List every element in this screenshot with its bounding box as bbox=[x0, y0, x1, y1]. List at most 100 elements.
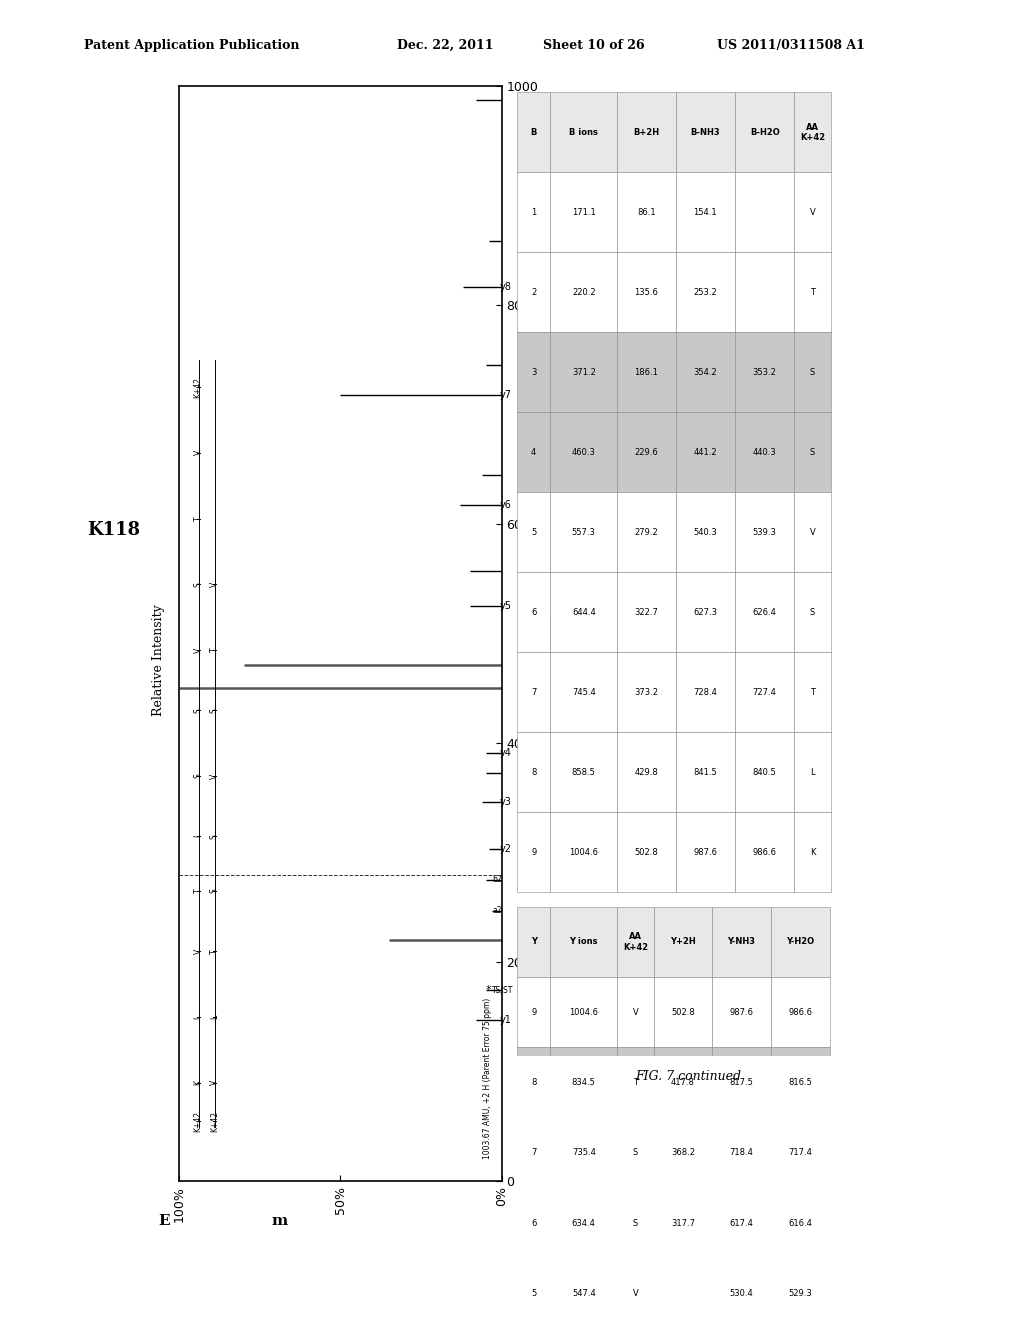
Bar bbox=[550, 573, 617, 652]
Text: b2: b2 bbox=[493, 875, 502, 884]
Text: 817.5: 817.5 bbox=[729, 1078, 754, 1086]
Bar bbox=[676, 652, 735, 733]
Text: 154.1: 154.1 bbox=[693, 207, 717, 216]
Text: 834.5: 834.5 bbox=[571, 1078, 596, 1086]
Text: V: V bbox=[633, 1007, 638, 1016]
Text: 7: 7 bbox=[531, 1148, 537, 1158]
Text: S: S bbox=[210, 888, 219, 894]
Text: m: m bbox=[271, 1214, 288, 1228]
Bar bbox=[770, 907, 829, 977]
Text: K+42: K+42 bbox=[210, 1110, 219, 1131]
Bar bbox=[517, 173, 550, 252]
Text: TS/ST: TS/ST bbox=[493, 985, 513, 994]
Bar bbox=[653, 1258, 712, 1320]
Text: S: S bbox=[210, 834, 219, 838]
Bar bbox=[550, 412, 617, 492]
Bar bbox=[550, 1258, 617, 1320]
Bar bbox=[617, 733, 676, 812]
Y-axis label: m/z: m/z bbox=[540, 622, 552, 645]
Text: 530.4: 530.4 bbox=[729, 1290, 754, 1298]
Bar bbox=[550, 652, 617, 733]
Bar bbox=[795, 173, 830, 252]
Text: 539.3: 539.3 bbox=[753, 528, 776, 537]
Text: 353.2: 353.2 bbox=[753, 368, 776, 376]
Bar bbox=[712, 907, 770, 977]
Text: 634.4: 634.4 bbox=[571, 1218, 596, 1228]
Text: B-NH3: B-NH3 bbox=[690, 128, 720, 137]
Text: B: B bbox=[530, 128, 537, 137]
Bar bbox=[617, 412, 676, 492]
Text: Dec. 22, 2011: Dec. 22, 2011 bbox=[397, 38, 494, 51]
Bar bbox=[550, 812, 617, 892]
Text: 229.6: 229.6 bbox=[635, 447, 658, 457]
Text: y2: y2 bbox=[500, 845, 511, 854]
Bar bbox=[653, 1188, 712, 1258]
Bar bbox=[735, 492, 795, 573]
Text: V: V bbox=[810, 528, 815, 537]
Bar bbox=[795, 573, 830, 652]
Bar bbox=[795, 733, 830, 812]
Text: 529.3: 529.3 bbox=[788, 1290, 812, 1298]
Bar bbox=[676, 733, 735, 812]
Text: S: S bbox=[810, 368, 815, 376]
Text: 86.1: 86.1 bbox=[637, 207, 655, 216]
Bar bbox=[517, 1047, 550, 1118]
Text: 816.5: 816.5 bbox=[788, 1078, 812, 1086]
Bar bbox=[795, 252, 830, 333]
Text: 2: 2 bbox=[531, 288, 537, 297]
Bar bbox=[517, 252, 550, 333]
Text: 987.6: 987.6 bbox=[729, 1007, 754, 1016]
Text: Relative Intensity: Relative Intensity bbox=[153, 605, 165, 715]
Bar bbox=[735, 92, 795, 173]
Text: T: T bbox=[810, 688, 815, 697]
Bar bbox=[770, 1118, 829, 1188]
Bar bbox=[517, 1118, 550, 1188]
Bar bbox=[517, 907, 550, 977]
Text: V: V bbox=[210, 1080, 219, 1085]
Text: y3: y3 bbox=[500, 797, 511, 807]
Bar bbox=[517, 733, 550, 812]
Text: 728.4: 728.4 bbox=[693, 688, 717, 697]
Text: 1004.6: 1004.6 bbox=[569, 847, 598, 857]
Bar bbox=[735, 812, 795, 892]
Text: 373.2: 373.2 bbox=[635, 688, 658, 697]
Text: S: S bbox=[194, 774, 203, 779]
Bar bbox=[795, 492, 830, 573]
Text: y7: y7 bbox=[500, 391, 511, 400]
Text: V: V bbox=[633, 1290, 638, 1298]
Bar bbox=[517, 1188, 550, 1258]
Bar bbox=[617, 173, 676, 252]
Bar bbox=[517, 977, 550, 1047]
Text: 322.7: 322.7 bbox=[635, 607, 658, 616]
Text: L: L bbox=[194, 1015, 203, 1019]
Bar bbox=[712, 1118, 770, 1188]
Text: 557.3: 557.3 bbox=[571, 528, 596, 537]
Text: 1: 1 bbox=[531, 207, 537, 216]
Bar bbox=[550, 92, 617, 173]
Bar bbox=[550, 907, 617, 977]
Text: I: I bbox=[194, 836, 203, 837]
Text: y8: y8 bbox=[500, 282, 511, 292]
Bar bbox=[795, 92, 830, 173]
Text: 186.1: 186.1 bbox=[635, 368, 658, 376]
Text: 135.6: 135.6 bbox=[635, 288, 658, 297]
Bar bbox=[712, 1188, 770, 1258]
Bar bbox=[676, 812, 735, 892]
Text: 626.4: 626.4 bbox=[753, 607, 776, 616]
Bar bbox=[735, 652, 795, 733]
Bar bbox=[770, 1047, 829, 1118]
Text: K: K bbox=[194, 1080, 203, 1085]
Text: 540.3: 540.3 bbox=[693, 528, 717, 537]
Text: S: S bbox=[194, 708, 203, 713]
Text: 727.4: 727.4 bbox=[753, 688, 776, 697]
Bar bbox=[550, 173, 617, 252]
Bar bbox=[653, 1118, 712, 1188]
Bar bbox=[712, 977, 770, 1047]
Text: T: T bbox=[210, 949, 219, 953]
Text: 717.4: 717.4 bbox=[788, 1148, 812, 1158]
Bar bbox=[617, 812, 676, 892]
Text: y4: y4 bbox=[500, 748, 511, 758]
Bar bbox=[517, 812, 550, 892]
Text: S: S bbox=[810, 447, 815, 457]
Text: Y-NH3: Y-NH3 bbox=[727, 937, 756, 946]
